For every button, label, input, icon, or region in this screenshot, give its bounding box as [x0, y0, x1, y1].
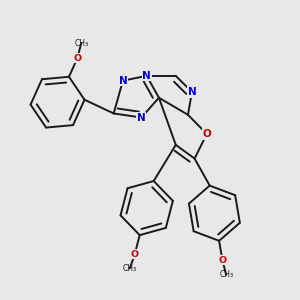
Text: CH₃: CH₃: [219, 270, 233, 279]
Text: O: O: [218, 256, 226, 265]
Text: N: N: [118, 76, 127, 85]
Text: O: O: [73, 54, 81, 63]
Text: CH₃: CH₃: [74, 38, 88, 47]
Text: O: O: [202, 129, 211, 139]
Text: N: N: [188, 87, 196, 97]
Text: N: N: [142, 71, 151, 81]
Text: CH₃: CH₃: [123, 264, 137, 273]
Text: O: O: [131, 250, 139, 259]
Text: N: N: [137, 112, 146, 122]
